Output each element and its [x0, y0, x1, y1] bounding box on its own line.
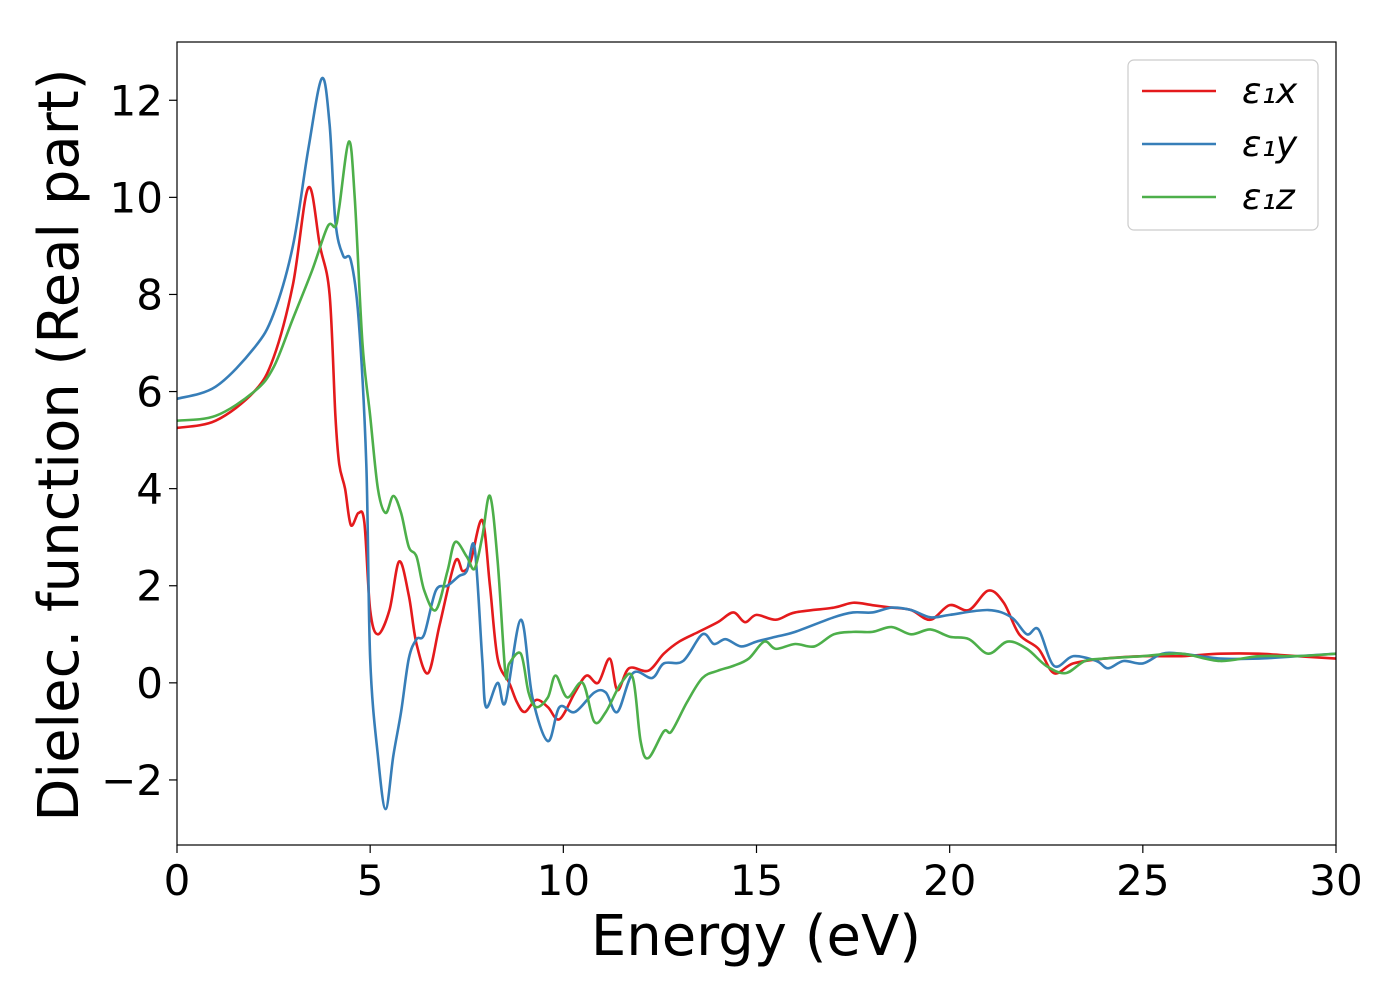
series-line-2	[176, 76, 1337, 811]
legend-box	[1127, 59, 1319, 231]
x-tick-label: 25	[1116, 856, 1169, 905]
y-axis-label: Dielec. function (Real part)	[27, 68, 92, 821]
x-tick-label: 20	[923, 856, 976, 905]
x-tick-label: 15	[730, 856, 783, 905]
y-axis-ticks: −2 0 2 4 6 8 10 12	[101, 76, 177, 805]
legend: ε₁x ε₁y ε₁z	[1127, 59, 1319, 231]
y-tick-label: 2	[136, 562, 163, 611]
y-tick-label: 4	[136, 465, 163, 514]
y-tick-label: 12	[110, 76, 163, 125]
y-tick-label: 8	[136, 270, 163, 319]
legend-label: ε₁y	[1242, 124, 1298, 165]
x-tick-label: 0	[164, 856, 191, 905]
series-lines	[176, 76, 1337, 811]
series-line-1	[176, 186, 1337, 721]
x-tick-label: 30	[1309, 856, 1362, 905]
y-tick-label: 6	[136, 368, 163, 417]
x-tick-label: 5	[357, 856, 384, 905]
x-axis-ticks: 0 5 10 15 20 25 30	[164, 845, 1363, 905]
legend-label: ε₁x	[1242, 71, 1298, 112]
y-tick-label: 0	[136, 659, 163, 708]
x-axis-label: Energy (eV)	[591, 904, 921, 969]
x-tick-label: 10	[537, 856, 590, 905]
series-line-3	[176, 140, 1337, 760]
y-tick-label: 10	[110, 173, 163, 222]
y-tick-label: −2	[101, 756, 163, 805]
legend-label: ε₁z	[1242, 177, 1296, 218]
